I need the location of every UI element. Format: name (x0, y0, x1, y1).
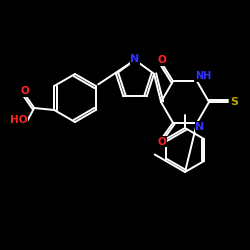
Text: N: N (196, 122, 204, 132)
Text: NH: NH (195, 71, 211, 81)
Text: HO: HO (10, 115, 28, 125)
Text: O: O (21, 86, 30, 96)
Text: N: N (130, 54, 140, 64)
Text: O: O (158, 137, 166, 147)
Text: S: S (230, 97, 238, 107)
Text: O: O (158, 55, 166, 65)
